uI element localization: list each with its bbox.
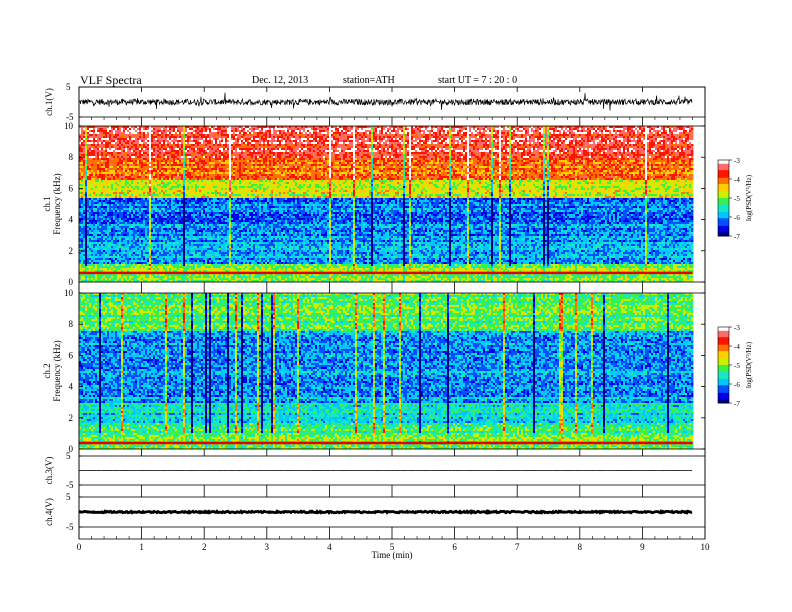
spectrogram-ch1 [79,126,693,282]
y-tick-label-ch4: 5 [66,492,71,502]
narrowband-line-ch2 [79,442,692,445]
y-tick-label-ch1: 0 [69,277,74,287]
y-tick-label-ch2: 8 [69,319,74,329]
x-tick-label: 0 [77,542,82,552]
colorbar-tick-label-ch1: -7 [734,233,740,241]
colorbar-ch2 [718,327,729,404]
x-tick-label: 2 [202,542,207,552]
y-axis-label-ch1: ch.1(V) [44,88,54,116]
narrowband-line-ch1 [79,272,692,275]
y-tick-label-ch1: 6 [69,183,74,193]
x-axis-label: Time (min) [372,550,413,560]
vlf-spectra-figure: 5-5ch.1(V)0246810ch.1 Frequency (kHz)-3-4… [0,0,792,612]
y-tick-label-ch1: 10 [64,121,74,131]
x-tick-label: 8 [578,542,583,552]
y-axis-label-ch2: Frequency (kHz) [52,340,62,401]
x-tick-label: 10 [701,542,711,552]
colorbar-tick-label-ch2: -7 [734,400,740,408]
colorbar-tick-label-ch2: -5 [734,362,740,370]
y-tick-label-ch1: 2 [69,246,74,256]
y-axis-label-ch3: ch.3(V) [44,457,54,485]
signal-trace-ch1 [79,93,692,111]
panel-label-ch1: ch.1 [42,196,52,211]
colorbar-label-ch1: log(PSD(V²/Hz) [745,174,753,221]
y-tick-label-ch2: 10 [64,288,74,298]
signal-trace-ch4 [79,511,692,512]
y-axis-label-ch4: ch.4(V) [44,498,54,526]
y-tick-label-ch2: 6 [69,350,74,360]
panel-label-ch2: ch.2 [42,363,52,378]
colorbar-tick-label-ch2: -3 [734,324,740,332]
x-tick-label: 9 [640,542,645,552]
colorbar-ch1 [718,160,729,237]
y-tick-label-ch2: 2 [69,413,74,423]
y-tick-label-ch4: -5 [66,522,74,532]
y-tick-label-ch3: 5 [66,451,71,461]
colorbar-tick-label-ch1: -6 [734,214,740,222]
y-tick-label-ch1: 4 [69,215,74,225]
x-tick-label: 7 [515,542,520,552]
y-tick-label-ch3: -5 [66,480,74,490]
x-tick-label: 6 [452,542,457,552]
y-tick-label-ch1: 5 [66,82,71,92]
colorbar-label-ch2: log(PSD(V²/Hz) [745,341,753,388]
y-axis-label-ch1: Frequency (kHz) [52,173,62,234]
colorbar-tick-label-ch2: -4 [734,343,740,351]
colorbar-tick-label-ch2: -6 [734,381,740,389]
y-tick-label-ch2: 4 [69,382,74,392]
spectrogram-ch2 [79,293,693,449]
x-tick-label: 3 [265,542,270,552]
x-tick-label: 1 [139,542,144,552]
colorbar-tick-label-ch1: -4 [734,176,740,184]
x-tick-label: 4 [327,542,332,552]
colorbar-tick-label-ch1: -3 [734,157,740,165]
y-tick-label-ch1: 8 [69,152,74,162]
colorbar-tick-label-ch1: -5 [734,195,740,203]
